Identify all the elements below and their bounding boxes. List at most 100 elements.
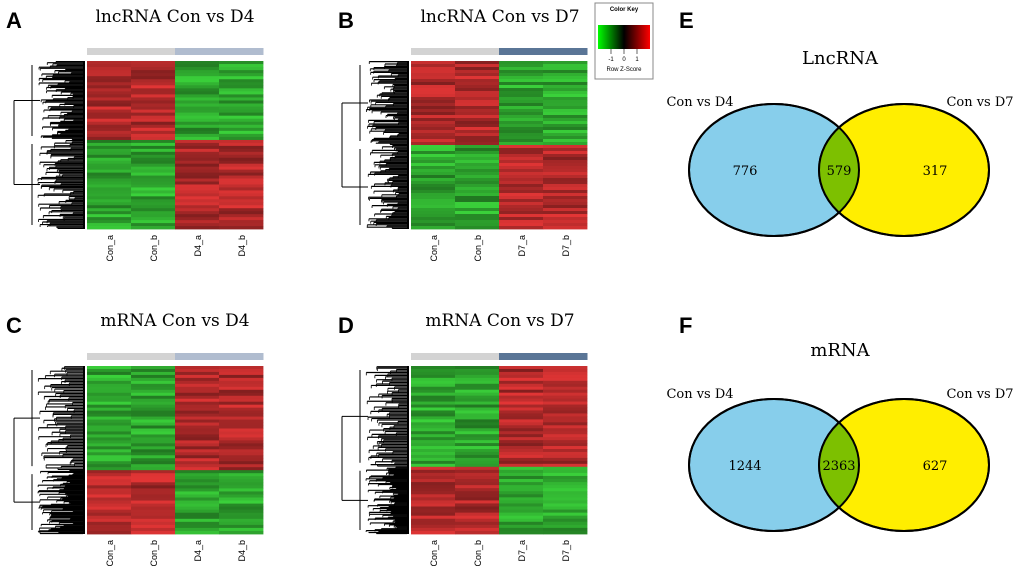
heatmap-cell bbox=[219, 202, 264, 206]
color-key-tick: 0 bbox=[622, 57, 626, 63]
heatmap-cell bbox=[219, 386, 264, 391]
heatmap-cell bbox=[455, 463, 500, 468]
heatmap-cell bbox=[499, 443, 544, 447]
heatmap-cell bbox=[175, 413, 220, 417]
heatmap-cell bbox=[543, 491, 588, 495]
heatmap-cell bbox=[131, 70, 176, 74]
heatmap-cell bbox=[131, 190, 176, 194]
column-label: Con_a bbox=[105, 540, 115, 567]
heatmap-cell bbox=[131, 509, 176, 514]
panel-letter-d: D bbox=[338, 313, 354, 338]
heatmap-cell bbox=[543, 103, 588, 107]
venn-value-left: 1244 bbox=[728, 459, 761, 474]
heatmap-cell bbox=[455, 506, 500, 510]
heatmap-cell bbox=[543, 88, 588, 92]
heatmap-cell bbox=[175, 443, 220, 447]
heatmap-cell bbox=[455, 100, 500, 104]
heatmap-cell bbox=[411, 380, 456, 385]
heatmap-cell bbox=[87, 94, 132, 98]
heatmap-cell bbox=[411, 133, 456, 137]
heatmap-cell bbox=[219, 407, 264, 412]
heatmap-cell bbox=[411, 166, 456, 170]
heatmap-cell bbox=[219, 178, 264, 182]
heatmap-cell bbox=[455, 103, 500, 107]
heatmap-cell bbox=[499, 491, 544, 495]
heatmap-cell bbox=[219, 226, 264, 230]
heatmap-cell bbox=[131, 527, 176, 532]
heatmap-cell bbox=[455, 82, 500, 86]
heatmap-cell bbox=[175, 401, 220, 406]
heatmap-cell bbox=[543, 109, 588, 113]
heatmap-cell bbox=[175, 196, 220, 200]
heatmap-cell bbox=[175, 386, 220, 391]
heatmap-cell bbox=[499, 377, 544, 382]
heatmap-cell bbox=[131, 458, 176, 462]
heatmap-cell bbox=[543, 527, 588, 532]
heatmap-cell bbox=[455, 530, 500, 535]
heatmap-cell bbox=[543, 389, 588, 394]
heatmap-cell bbox=[131, 118, 176, 123]
heatmap-cell bbox=[411, 428, 456, 432]
heatmap-cell bbox=[87, 500, 132, 504]
heatmap-cell bbox=[87, 398, 132, 403]
heatmap-cell bbox=[87, 449, 132, 453]
heatmap-cell bbox=[499, 497, 544, 501]
column-label: D7_a bbox=[517, 540, 527, 562]
heatmap-cell bbox=[131, 440, 176, 444]
heatmap-cell bbox=[411, 163, 456, 167]
heatmap-cell bbox=[543, 160, 588, 164]
heatmap-cell bbox=[87, 118, 132, 123]
heatmap-cell bbox=[175, 115, 220, 120]
heatmap-cell bbox=[455, 416, 500, 420]
heatmap-cell bbox=[455, 503, 500, 507]
heatmap-cell bbox=[499, 106, 544, 110]
heatmap-cell bbox=[131, 130, 176, 135]
heatmap-cell bbox=[175, 461, 220, 465]
heatmap-cell bbox=[131, 461, 176, 465]
heatmap-cell bbox=[131, 368, 176, 373]
heatmap-cell bbox=[131, 208, 176, 212]
heatmap-cell bbox=[175, 109, 220, 114]
heatmap-cell bbox=[87, 64, 132, 68]
heatmap-cell bbox=[219, 172, 264, 176]
heatmap-cell bbox=[543, 82, 588, 86]
group-bar-con bbox=[455, 48, 500, 55]
heatmap-cell bbox=[219, 64, 264, 68]
heatmap-cell bbox=[219, 515, 264, 520]
panel-title-b: lncRNA Con vs D7 bbox=[420, 7, 579, 27]
heatmap-cell bbox=[455, 79, 500, 83]
heatmap-cell bbox=[131, 512, 176, 517]
heatmap-cell bbox=[499, 79, 544, 83]
heatmap-cell bbox=[131, 148, 176, 153]
heatmap-cell bbox=[543, 76, 588, 80]
heatmap-cell bbox=[219, 67, 264, 71]
heatmap-cell bbox=[411, 488, 456, 492]
heatmap-cell bbox=[411, 386, 456, 391]
heatmap-cell bbox=[499, 383, 544, 388]
heatmap-cell bbox=[87, 91, 132, 95]
heatmap-cell bbox=[131, 220, 176, 224]
heatmap-cell bbox=[543, 79, 588, 83]
heatmap-cell bbox=[219, 151, 264, 156]
venn-set-label-right: Con vs D7 bbox=[946, 387, 1013, 402]
heatmap-cell bbox=[411, 184, 456, 188]
heatmap-cell bbox=[131, 115, 176, 120]
heatmap-cell bbox=[543, 410, 588, 414]
heatmap-cell bbox=[455, 136, 500, 140]
heatmap-cell bbox=[175, 184, 220, 188]
heatmap-cell bbox=[543, 383, 588, 388]
heatmap-cell bbox=[219, 437, 264, 441]
heatmap-cell bbox=[455, 440, 500, 444]
heatmap-cell bbox=[219, 380, 264, 385]
heatmap-cell bbox=[455, 422, 500, 426]
heatmap-cell bbox=[543, 377, 588, 382]
heatmap-cell bbox=[131, 524, 176, 529]
heatmap-cell bbox=[411, 472, 456, 477]
heatmap-cell bbox=[455, 166, 500, 170]
heatmap-cell bbox=[131, 97, 176, 101]
heatmap-cell bbox=[219, 199, 264, 203]
heatmap-cell bbox=[455, 118, 500, 122]
venn-value-both: 2363 bbox=[822, 459, 855, 474]
heatmap-cell bbox=[131, 94, 176, 98]
heatmap-cell bbox=[455, 413, 500, 417]
